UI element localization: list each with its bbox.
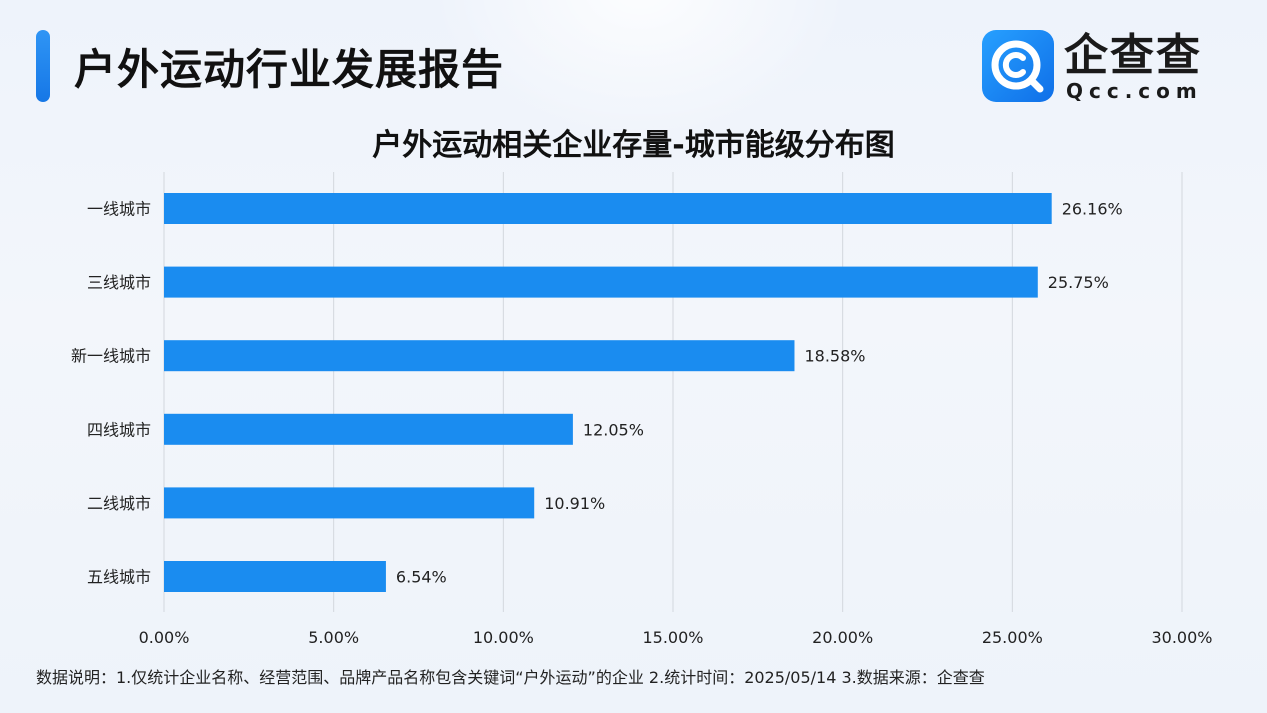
data-label: 10.91% bbox=[544, 494, 605, 513]
x-tick-label: 5.00% bbox=[308, 628, 359, 647]
bar bbox=[164, 340, 795, 372]
footnote: 数据说明：1.仅统计企业名称、经营范围、品牌产品名称包含关键词“户外运动”的企业… bbox=[36, 668, 985, 687]
bar bbox=[164, 561, 386, 592]
bar bbox=[164, 193, 1052, 224]
category-label: 一线城市 bbox=[87, 200, 151, 219]
bar bbox=[164, 266, 1038, 298]
logo-domain: Qcc.com bbox=[1066, 79, 1203, 103]
logo-name: 企查查 bbox=[1064, 30, 1202, 81]
x-tick-label: 25.00% bbox=[982, 628, 1043, 647]
bar bbox=[164, 487, 535, 519]
x-tick-label: 30.00% bbox=[1151, 628, 1212, 647]
x-tick-label: 10.00% bbox=[473, 628, 534, 647]
qcc-logo: 企查查 Qcc.com bbox=[982, 30, 1222, 106]
data-label: 26.16% bbox=[1062, 200, 1123, 219]
chart-title: 户外运动相关企业存量-城市能级分布图 bbox=[372, 128, 895, 163]
category-label: 三线城市 bbox=[87, 273, 151, 292]
category-label: 五线城市 bbox=[87, 568, 151, 587]
data-label: 12.05% bbox=[583, 420, 644, 439]
report-title: 户外运动行业发展报告 bbox=[74, 45, 505, 94]
qcc-logo-icon bbox=[982, 30, 1054, 102]
x-tick-label: 20.00% bbox=[812, 628, 873, 647]
category-label: 四线城市 bbox=[87, 420, 151, 439]
data-label: 18.58% bbox=[804, 347, 865, 366]
data-label: 25.75% bbox=[1048, 273, 1109, 292]
x-tick-label: 15.00% bbox=[642, 628, 703, 647]
bar bbox=[164, 413, 573, 445]
category-label: 新一线城市 bbox=[71, 347, 151, 366]
category-label: 二线城市 bbox=[87, 494, 151, 513]
data-label: 6.54% bbox=[396, 568, 447, 587]
x-tick-label: 0.00% bbox=[139, 628, 190, 647]
title-accent-bar bbox=[36, 30, 50, 102]
